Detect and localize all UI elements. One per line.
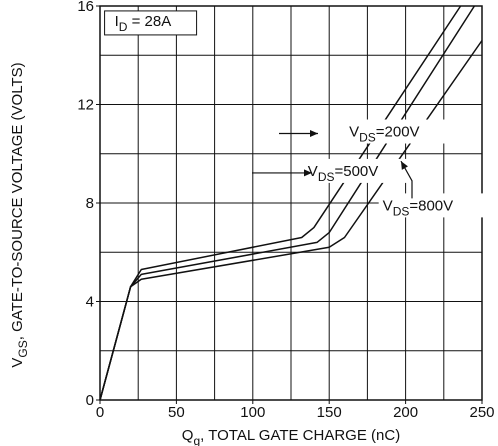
series-lines [99, 5, 483, 401]
series-label-bg [378, 193, 489, 218]
y-tick-label: 12 [77, 97, 94, 114]
series-label: VDS=200V [349, 124, 419, 145]
y-tick-label: 8 [86, 195, 94, 212]
y-tick-label: 16 [77, 0, 94, 15]
y-tick-label: 0 [86, 392, 94, 409]
x-tick-label: 50 [168, 404, 185, 421]
axis-labels: Qg, TOTAL GATE CHARGE (nC) VGS, GATE-TO-S… [9, 62, 400, 446]
condition-box [104, 10, 198, 36]
series-arrowhead [401, 161, 408, 170]
series-line [99, 40, 483, 401]
x-tick-label: 200 [393, 404, 418, 421]
x-tick-label: 0 [96, 404, 104, 421]
series-label-bg [303, 158, 418, 183]
series-label: VDS=500V [308, 163, 378, 184]
series-label-bg [345, 119, 460, 144]
y-axis-title: VGS, GATE-TO-SOURCE VOLTAGE (VOLTS) [9, 62, 30, 367]
series-arrowhead [310, 130, 318, 138]
y-tick-label: 4 [86, 294, 94, 311]
x-tick-label: 150 [317, 404, 342, 421]
x-tick-label: 250 [469, 404, 494, 421]
series-arrowhead [304, 169, 312, 177]
series-label: VDS=800V [383, 197, 453, 218]
x-tick-label: 100 [240, 404, 265, 421]
condition-label: ID = 28A [115, 13, 172, 34]
x-axis-title: Qg, TOTAL GATE CHARGE (nC) [182, 427, 400, 446]
